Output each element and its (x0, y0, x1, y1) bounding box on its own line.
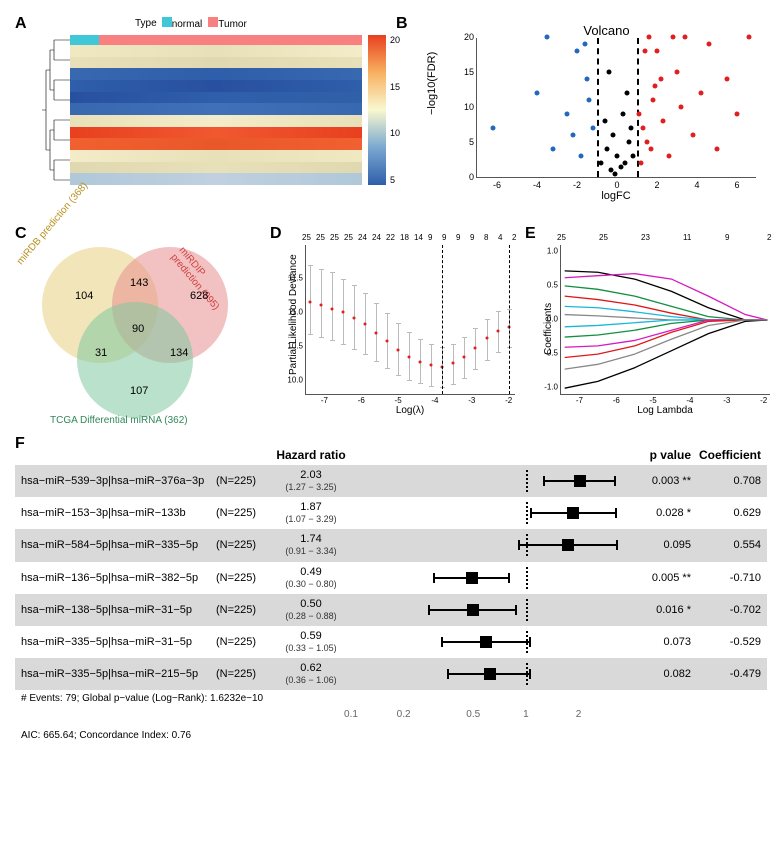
venn-count: 90 (132, 323, 144, 335)
forest-name: hsa−miR−136−5p|hsa−miR−382−5p (21, 572, 216, 584)
forest-header-row: Hazard ratio p value Coefficient (15, 445, 767, 465)
forest-ci-plot (351, 663, 621, 685)
type-chip (162, 17, 172, 27)
volcano-ylabel: −log10(FDR) (426, 52, 438, 115)
forest-ci-plot (351, 470, 621, 492)
venn-count: 31 (95, 347, 107, 359)
forest-note-1: # Events: 79; Global p−value (Log−Rank):… (15, 690, 767, 707)
coef-ylabel: Coefficients (543, 303, 554, 355)
coef-xlabel: Log Lambda (560, 405, 770, 416)
heatmap-body (70, 35, 362, 185)
forest-coef: -0.702 (691, 604, 761, 616)
forest-hr: 1.74(0.91 − 3.34) (271, 533, 351, 557)
forest-row: hsa−miR−136−5p|hsa−miR−382−5p(N=225)0.49… (15, 562, 767, 594)
forest-n: (N=225) (216, 475, 271, 487)
venn-count: 107 (130, 385, 148, 397)
panel-f-forest: F Hazard ratio p value Coefficient hsa−m… (15, 435, 767, 744)
panel-e-lasso-coef: E Coefficients -1.0-0.50.00.51.0-7-6-5-4… (525, 225, 770, 425)
forest-pvalue: 0.005 ** (621, 572, 691, 584)
forest-row: hsa−miR−153−3p|hsa−miR−133b(N=225)1.87(1… (15, 497, 767, 529)
dendrogram-icon (40, 35, 70, 185)
venn-count: 143 (130, 277, 148, 289)
volcano-plot-area: 05101520-6-4-20246 (476, 38, 756, 178)
forest-row: hsa−miR−138−5p|hsa−miR−31−5p(N=225)0.50(… (15, 594, 767, 626)
forest-row: hsa−miR−335−5p|hsa−miR−215−5p(N=225)0.62… (15, 658, 767, 690)
panel-d-lasso-deviance: D Partial Likelihood Deviance 10.010.511… (270, 225, 515, 425)
venn-count: 104 (75, 290, 93, 302)
forest-header-p: p value (621, 448, 691, 462)
panel-d-label: D (270, 225, 282, 243)
volcano-title: Volcano (446, 23, 767, 38)
forest-coef: 0.708 (691, 475, 761, 487)
forest-name: hsa−miR−584−5p|hsa−miR−335−5p (21, 539, 216, 551)
panel-c-venn: C miRDB prediction (368)miRDIP predictio… (15, 225, 260, 425)
forest-row: hsa−miR−539−3p|hsa−miR−376a−3p(N=225)2.0… (15, 465, 767, 497)
heatmap-colorbar: 2015105 (368, 35, 386, 185)
panel-b-label: B (396, 15, 408, 33)
forest-hr: 2.03(1.27 − 3.25) (271, 469, 351, 493)
forest-note-2: AIC: 665.64; Concordance Index: 0.76 (15, 727, 767, 744)
forest-pvalue: 0.028 * (621, 507, 691, 519)
lasso-deviance-plot: 10.010.511.011.5-7-6-5-4-3-2252525252424… (305, 245, 515, 395)
forest-header-hr: Hazard ratio (271, 448, 351, 462)
panel-e-label: E (525, 225, 536, 243)
lasso-coef-plot: -1.0-0.50.00.51.0-7-6-5-4-3-22525231192 (560, 245, 770, 395)
forest-name: hsa−miR−138−5p|hsa−miR−31−5p (21, 604, 216, 616)
forest-n: (N=225) (216, 507, 271, 519)
forest-hr: 0.49(0.30 − 0.80) (271, 566, 351, 590)
forest-name: hsa−miR−539−3p|hsa−miR−376a−3p (21, 475, 216, 487)
forest-n: (N=225) (216, 636, 271, 648)
heatmap-type-legend: Type normal Tumor (135, 17, 253, 30)
forest-axis: 0.10.20.512 (351, 707, 621, 727)
type-label: Tumor (218, 19, 247, 30)
forest-pvalue: 0.003 ** (621, 475, 691, 487)
venn-circle (77, 302, 193, 418)
forest-pvalue: 0.095 (621, 539, 691, 551)
forest-pvalue: 0.073 (621, 636, 691, 648)
type-chip (208, 17, 218, 27)
volcano-xlabel: logFC (476, 190, 756, 202)
forest-n: (N=225) (216, 539, 271, 551)
forest-ci-plot (351, 631, 621, 653)
forest-n: (N=225) (216, 668, 271, 680)
forest-row: hsa−miR−335−5p|hsa−miR−31−5p(N=225)0.59(… (15, 626, 767, 658)
legend-title: Type (135, 18, 157, 29)
venn-count: 134 (170, 347, 188, 359)
forest-coef: -0.529 (691, 636, 761, 648)
panel-a-label: A (15, 15, 27, 33)
forest-ci-plot (351, 599, 621, 621)
forest-name: hsa−miR−335−5p|hsa−miR−215−5p (21, 668, 216, 680)
forest-coef: -0.479 (691, 668, 761, 680)
forest-ci-plot (351, 502, 621, 524)
forest-hr: 0.50(0.28 − 0.88) (271, 598, 351, 622)
panel-a-heatmap: A Type normal Tumor 2015105 (15, 15, 386, 215)
forest-ci-plot (351, 567, 621, 589)
forest-coef: 0.629 (691, 507, 761, 519)
forest-hr: 1.87(1.07 − 3.29) (271, 501, 351, 525)
forest-pvalue: 0.016 * (621, 604, 691, 616)
venn-set-label: TCGA Differential miRNA (362) (50, 415, 188, 426)
forest-hr: 0.59(0.33 − 1.05) (271, 630, 351, 654)
forest-header-coef: Coefficient (691, 448, 761, 462)
forest-n: (N=225) (216, 572, 271, 584)
forest-row: hsa−miR−584−5p|hsa−miR−335−5p(N=225)1.74… (15, 529, 767, 561)
forest-ci-plot (351, 534, 621, 556)
forest-coef: 0.554 (691, 539, 761, 551)
forest-n: (N=225) (216, 604, 271, 616)
venn-diagram: miRDB prediction (368)miRDIP prediction … (20, 235, 260, 415)
figure-composite: A Type normal Tumor 2015105 B Volcano (0, 0, 782, 759)
forest-name: hsa−miR−335−5p|hsa−miR−31−5p (21, 636, 216, 648)
forest-hr: 0.62(0.36 − 1.06) (271, 662, 351, 686)
venn-count: 628 (190, 290, 208, 302)
panel-b-volcano: B Volcano −log10(FDR) 05101520-6-4-20246… (396, 15, 767, 215)
forest-name: hsa−miR−153−3p|hsa−miR−133b (21, 507, 216, 519)
lasso-xlabel: Log(λ) (305, 405, 515, 416)
forest-coef: -0.710 (691, 572, 761, 584)
type-label: normal (172, 19, 203, 30)
forest-pvalue: 0.082 (621, 668, 691, 680)
